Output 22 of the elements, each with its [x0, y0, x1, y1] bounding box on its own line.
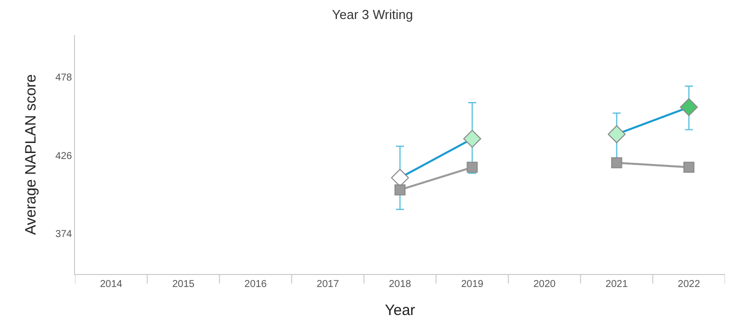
x-tick-label: 2014 — [100, 279, 123, 290]
y-tick-label: 426 — [55, 150, 72, 162]
point — [680, 98, 698, 116]
y-tick-label: 478 — [55, 72, 72, 84]
point — [394, 184, 406, 196]
point — [463, 130, 482, 148]
x-tick-label: 2022 — [678, 279, 700, 290]
point — [611, 157, 622, 168]
y-tick-label: 374 — [55, 228, 72, 240]
x-tick-label: 2015 — [172, 279, 195, 290]
point — [608, 125, 626, 144]
y-axis-title: Average NAPLAN score — [22, 74, 40, 235]
x-tick-label: 2016 — [244, 279, 268, 290]
x-tick-label: 2018 — [388, 279, 412, 290]
chart-title: Year 3 Writing — [332, 6, 413, 22]
x-tick-label: 2017 — [316, 279, 340, 290]
x-tick-label: 2020 — [533, 279, 556, 290]
x-tick-label: 2021 — [606, 279, 628, 290]
point — [683, 162, 694, 173]
x-axis-title: Year — [384, 302, 416, 319]
x-tick-label: 2019 — [461, 279, 484, 290]
point — [466, 162, 478, 173]
